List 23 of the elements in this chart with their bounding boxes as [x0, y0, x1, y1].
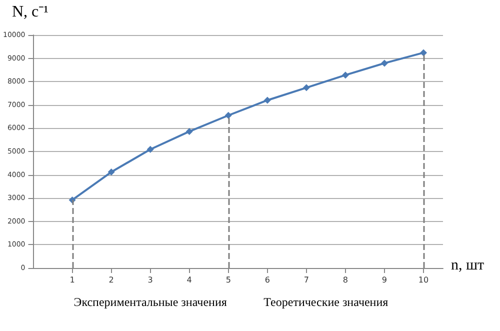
- point: [186, 128, 193, 135]
- x-tick-label: 3: [148, 276, 153, 284]
- x-tick-label: 1: [70, 276, 75, 284]
- x-tick-label: 2: [108, 276, 114, 284]
- x-tick-label: 8: [342, 276, 348, 284]
- text: Экспериментальные значения: [74, 295, 228, 309]
- point: [420, 49, 427, 56]
- point: [224, 112, 232, 119]
- y-axis-title: N, с⁻¹: [12, 4, 49, 20]
- point: [264, 96, 271, 104]
- point: [380, 60, 388, 67]
- x-tick-label: 7: [304, 276, 309, 284]
- x-axis-title: n, шт: [451, 258, 485, 274]
- point: [302, 84, 310, 92]
- point: [342, 72, 349, 79]
- x-tick-label: 6: [264, 276, 270, 284]
- point: [146, 146, 154, 153]
- x-tick-label: 5: [226, 276, 231, 284]
- x-tick-label: 10: [418, 276, 429, 284]
- point: [108, 168, 115, 176]
- x-tick-label: 9: [382, 276, 388, 284]
- x-tick-label: 4: [186, 276, 192, 284]
- text: Теоретические значения: [264, 295, 389, 309]
